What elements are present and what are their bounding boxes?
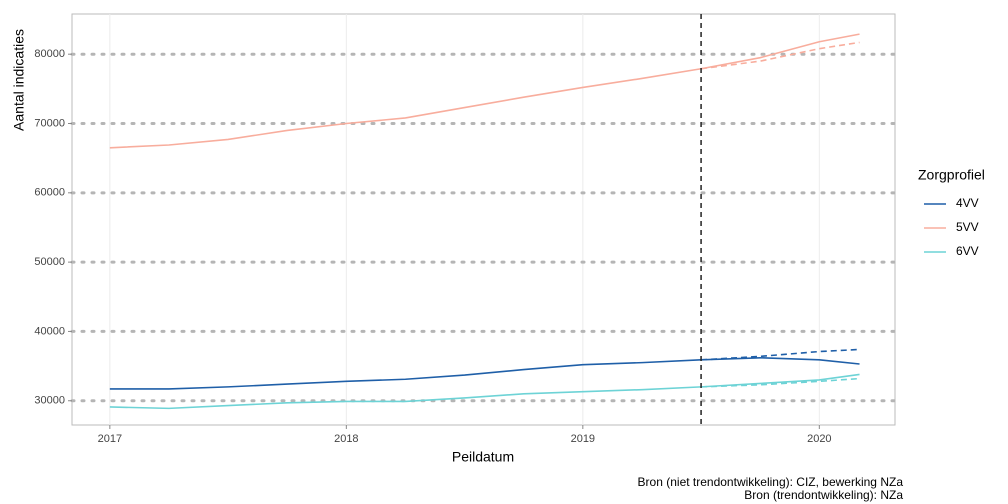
- series-line: [109, 373, 860, 410]
- legend-label: 5VV: [956, 220, 979, 234]
- y-axis-title: Aantal indicaties: [11, 29, 27, 131]
- caption: Bron (trendontwikkeling): NZa: [744, 488, 903, 502]
- y-tick-label: 80000: [34, 48, 65, 60]
- x-tick-label: 2017: [98, 433, 122, 445]
- y-tick-label: 50000: [34, 256, 65, 268]
- x-tick-label: 2018: [334, 433, 358, 445]
- y-tick-label: 30000: [34, 395, 65, 407]
- x-tick-label: 2019: [571, 433, 595, 445]
- legend-title: Zorgprofiel: [918, 167, 985, 183]
- x-axis-title: Peildatum: [452, 449, 514, 465]
- trend-line: [700, 41, 860, 70]
- y-tick-label: 70000: [34, 117, 65, 129]
- legend-label: 6VV: [956, 244, 979, 258]
- legend-label: 4VV: [956, 196, 979, 210]
- series-line: [109, 33, 860, 149]
- y-tick-label: 60000: [34, 187, 65, 199]
- caption: Bron (niet trendontwikkeling): CIZ, bewe…: [638, 475, 904, 489]
- series-line: [109, 356, 860, 390]
- panel-border: [71, 13, 896, 426]
- x-tick-label: 2020: [807, 433, 831, 445]
- y-tick-label: 40000: [34, 325, 65, 337]
